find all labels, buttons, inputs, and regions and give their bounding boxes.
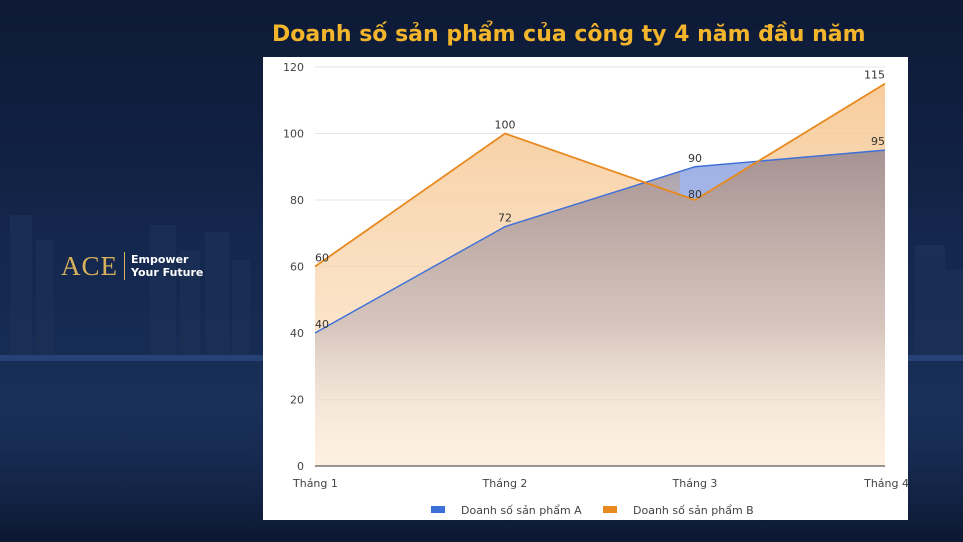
axes: 0 20 40 60 80 100 120 Tháng 1 Tháng 2 Tháng 3 Thán… (283, 61, 909, 490)
y-tick-label: 0 (297, 460, 304, 473)
legend-swatch (603, 506, 617, 513)
series-area (315, 150, 885, 466)
data-label: 60 (315, 252, 329, 265)
y-tick-label: 100 (283, 128, 304, 141)
area-chart: 40 72 90 95 60 100 80 115 0 20 40 60 80 100 120 Tháng … (283, 61, 909, 517)
logo-mark: ACE (61, 252, 125, 280)
x-tick-label: Tháng 2 (482, 477, 528, 490)
chart-panel: 40 72 90 95 60 100 80 115 0 20 40 60 80 100 120 Tháng … (263, 57, 909, 520)
data-label: 40 (315, 318, 329, 331)
series-areas (315, 83, 885, 466)
y-tick-label: 120 (283, 61, 304, 74)
logo-tagline-line2: Your Future (131, 266, 204, 279)
x-tick-label: Tháng 4 (863, 477, 908, 490)
page-title: Doanh số sản phẩm của công ty 4 năm đầu … (272, 22, 866, 47)
x-tick-label: Tháng 1 (292, 477, 338, 490)
data-label: 100 (495, 119, 516, 132)
logo-tagline-line1: Empower (131, 253, 189, 266)
series-lines (314, 82, 886, 334)
y-tick-label: 60 (290, 261, 304, 274)
y-tick-label: 40 (290, 327, 304, 340)
data-label: 80 (688, 188, 702, 201)
data-label: 72 (498, 212, 512, 225)
ace-logo: ACE Empower Your Future (61, 252, 203, 280)
y-tick-label: 80 (290, 194, 304, 207)
data-label: 95 (871, 135, 885, 148)
series-overlap-area (679, 161, 752, 200)
legend-label: Doanh số sản phẩm A (461, 504, 582, 517)
series-line (314, 82, 886, 268)
legend: Doanh số sản phẩm A Doanh số sản phẩm B (431, 504, 754, 517)
legend-swatch (431, 506, 445, 513)
data-label: 90 (688, 152, 702, 165)
series-line (314, 149, 886, 334)
data-label: 115 (864, 69, 885, 82)
x-tick-label: Tháng 3 (672, 477, 718, 490)
data-labels: 40 72 90 95 60 100 80 115 (315, 69, 885, 331)
y-tick-label: 20 (290, 394, 304, 407)
legend-label: Doanh số sản phẩm B (633, 504, 754, 517)
logo-tagline: Empower Your Future (125, 253, 203, 279)
